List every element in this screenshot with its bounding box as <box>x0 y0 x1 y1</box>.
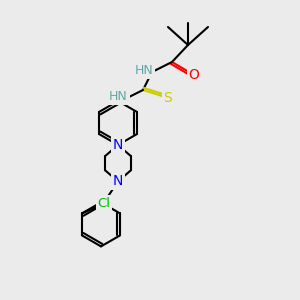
Text: N: N <box>113 174 123 188</box>
Text: HN: HN <box>134 64 153 77</box>
Text: HN: HN <box>109 91 128 103</box>
Text: S: S <box>164 91 172 105</box>
Text: Cl: Cl <box>98 197 110 210</box>
Text: N: N <box>113 138 123 152</box>
Text: O: O <box>189 68 200 82</box>
